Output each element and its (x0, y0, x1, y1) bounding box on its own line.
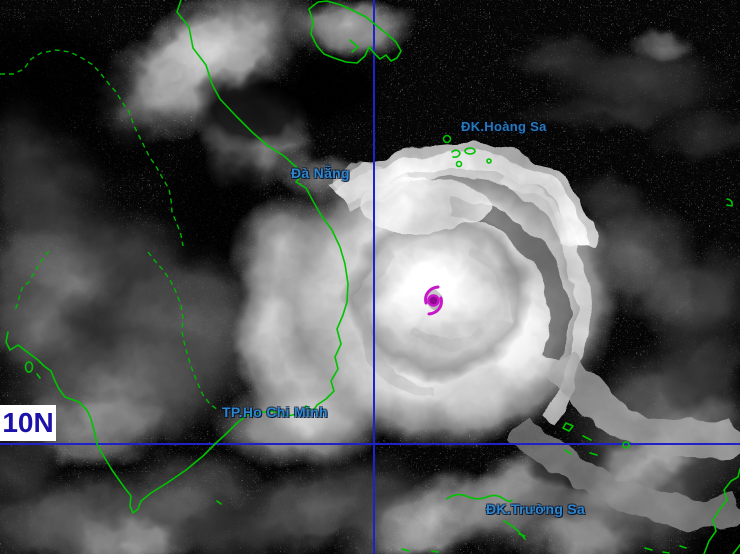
country-borders (0, 49, 219, 411)
place-label-ho-chi-minh: TP.Ho Chi Minh (222, 404, 328, 420)
border-laos (0, 49, 184, 247)
islands-misc (24, 198, 733, 505)
islands-truong-sa (446, 493, 526, 540)
islands-hoang-sa (442, 134, 492, 168)
tropical-cyclone-icon (424, 285, 443, 316)
place-label-da-nang: Đà Nẵng (291, 165, 350, 181)
coastline-bottom-right (401, 468, 740, 554)
place-label-truong-sa: ĐK.Trường Sa (486, 501, 586, 517)
coastlines (5, 0, 740, 554)
coastline-vietnam (5, 0, 349, 514)
border-west (13, 250, 50, 313)
cloud-layer-typhoon (210, 142, 740, 529)
latitude-marker-10n: 10N (0, 405, 56, 441)
place-label-hoang-sa: ĐK.Hoàng Sa (461, 119, 547, 134)
border-cambodia (147, 251, 219, 411)
coastline-lagoon-north (308, 0, 402, 64)
